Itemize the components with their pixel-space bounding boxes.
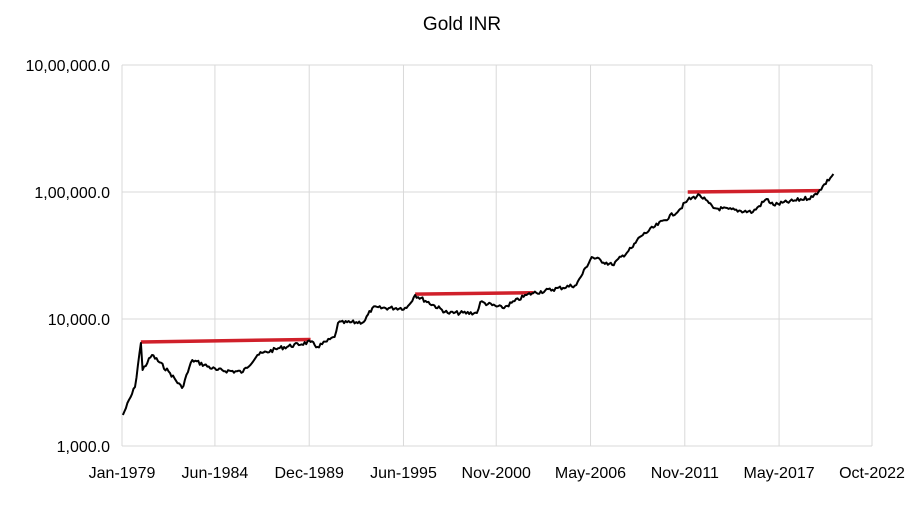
x-tick-label: Oct-2022 xyxy=(839,465,905,482)
resistance-line xyxy=(415,290,534,296)
x-tick-label: May-2006 xyxy=(555,465,626,482)
annotations xyxy=(140,188,820,344)
y-tick-label: 1,000.0 xyxy=(57,439,110,456)
gridlines xyxy=(121,64,873,447)
y-tick-label: 10,00,000.0 xyxy=(25,58,110,75)
y-tick-label: 10,000.0 xyxy=(48,312,110,329)
y-axis-ticks: 1,000.0 10,000.0 1,00,000.0 10,00,000.0 xyxy=(25,58,110,456)
x-tick-label: Dec-1989 xyxy=(275,465,344,482)
x-tick-label: May-2017 xyxy=(744,465,815,482)
chart-title: Gold INR xyxy=(423,14,501,35)
x-tick-label: Jun-1995 xyxy=(370,465,437,482)
resistance-line xyxy=(140,337,311,344)
x-axis-ticks: Jan-1979 Jun-1984 Dec-1989 Jun-1995 Nov-2000… xyxy=(89,465,905,482)
gold-price-line xyxy=(121,173,835,416)
x-tick-label: Jun-1984 xyxy=(182,465,249,482)
resistance-line xyxy=(687,188,820,194)
y-tick-label: 1,00,000.0 xyxy=(34,185,110,202)
x-tick-label: Jan-1979 xyxy=(89,465,156,482)
x-tick-label: Nov-2011 xyxy=(651,465,719,482)
series xyxy=(121,173,835,416)
x-tick-label: Nov-2000 xyxy=(462,465,531,482)
